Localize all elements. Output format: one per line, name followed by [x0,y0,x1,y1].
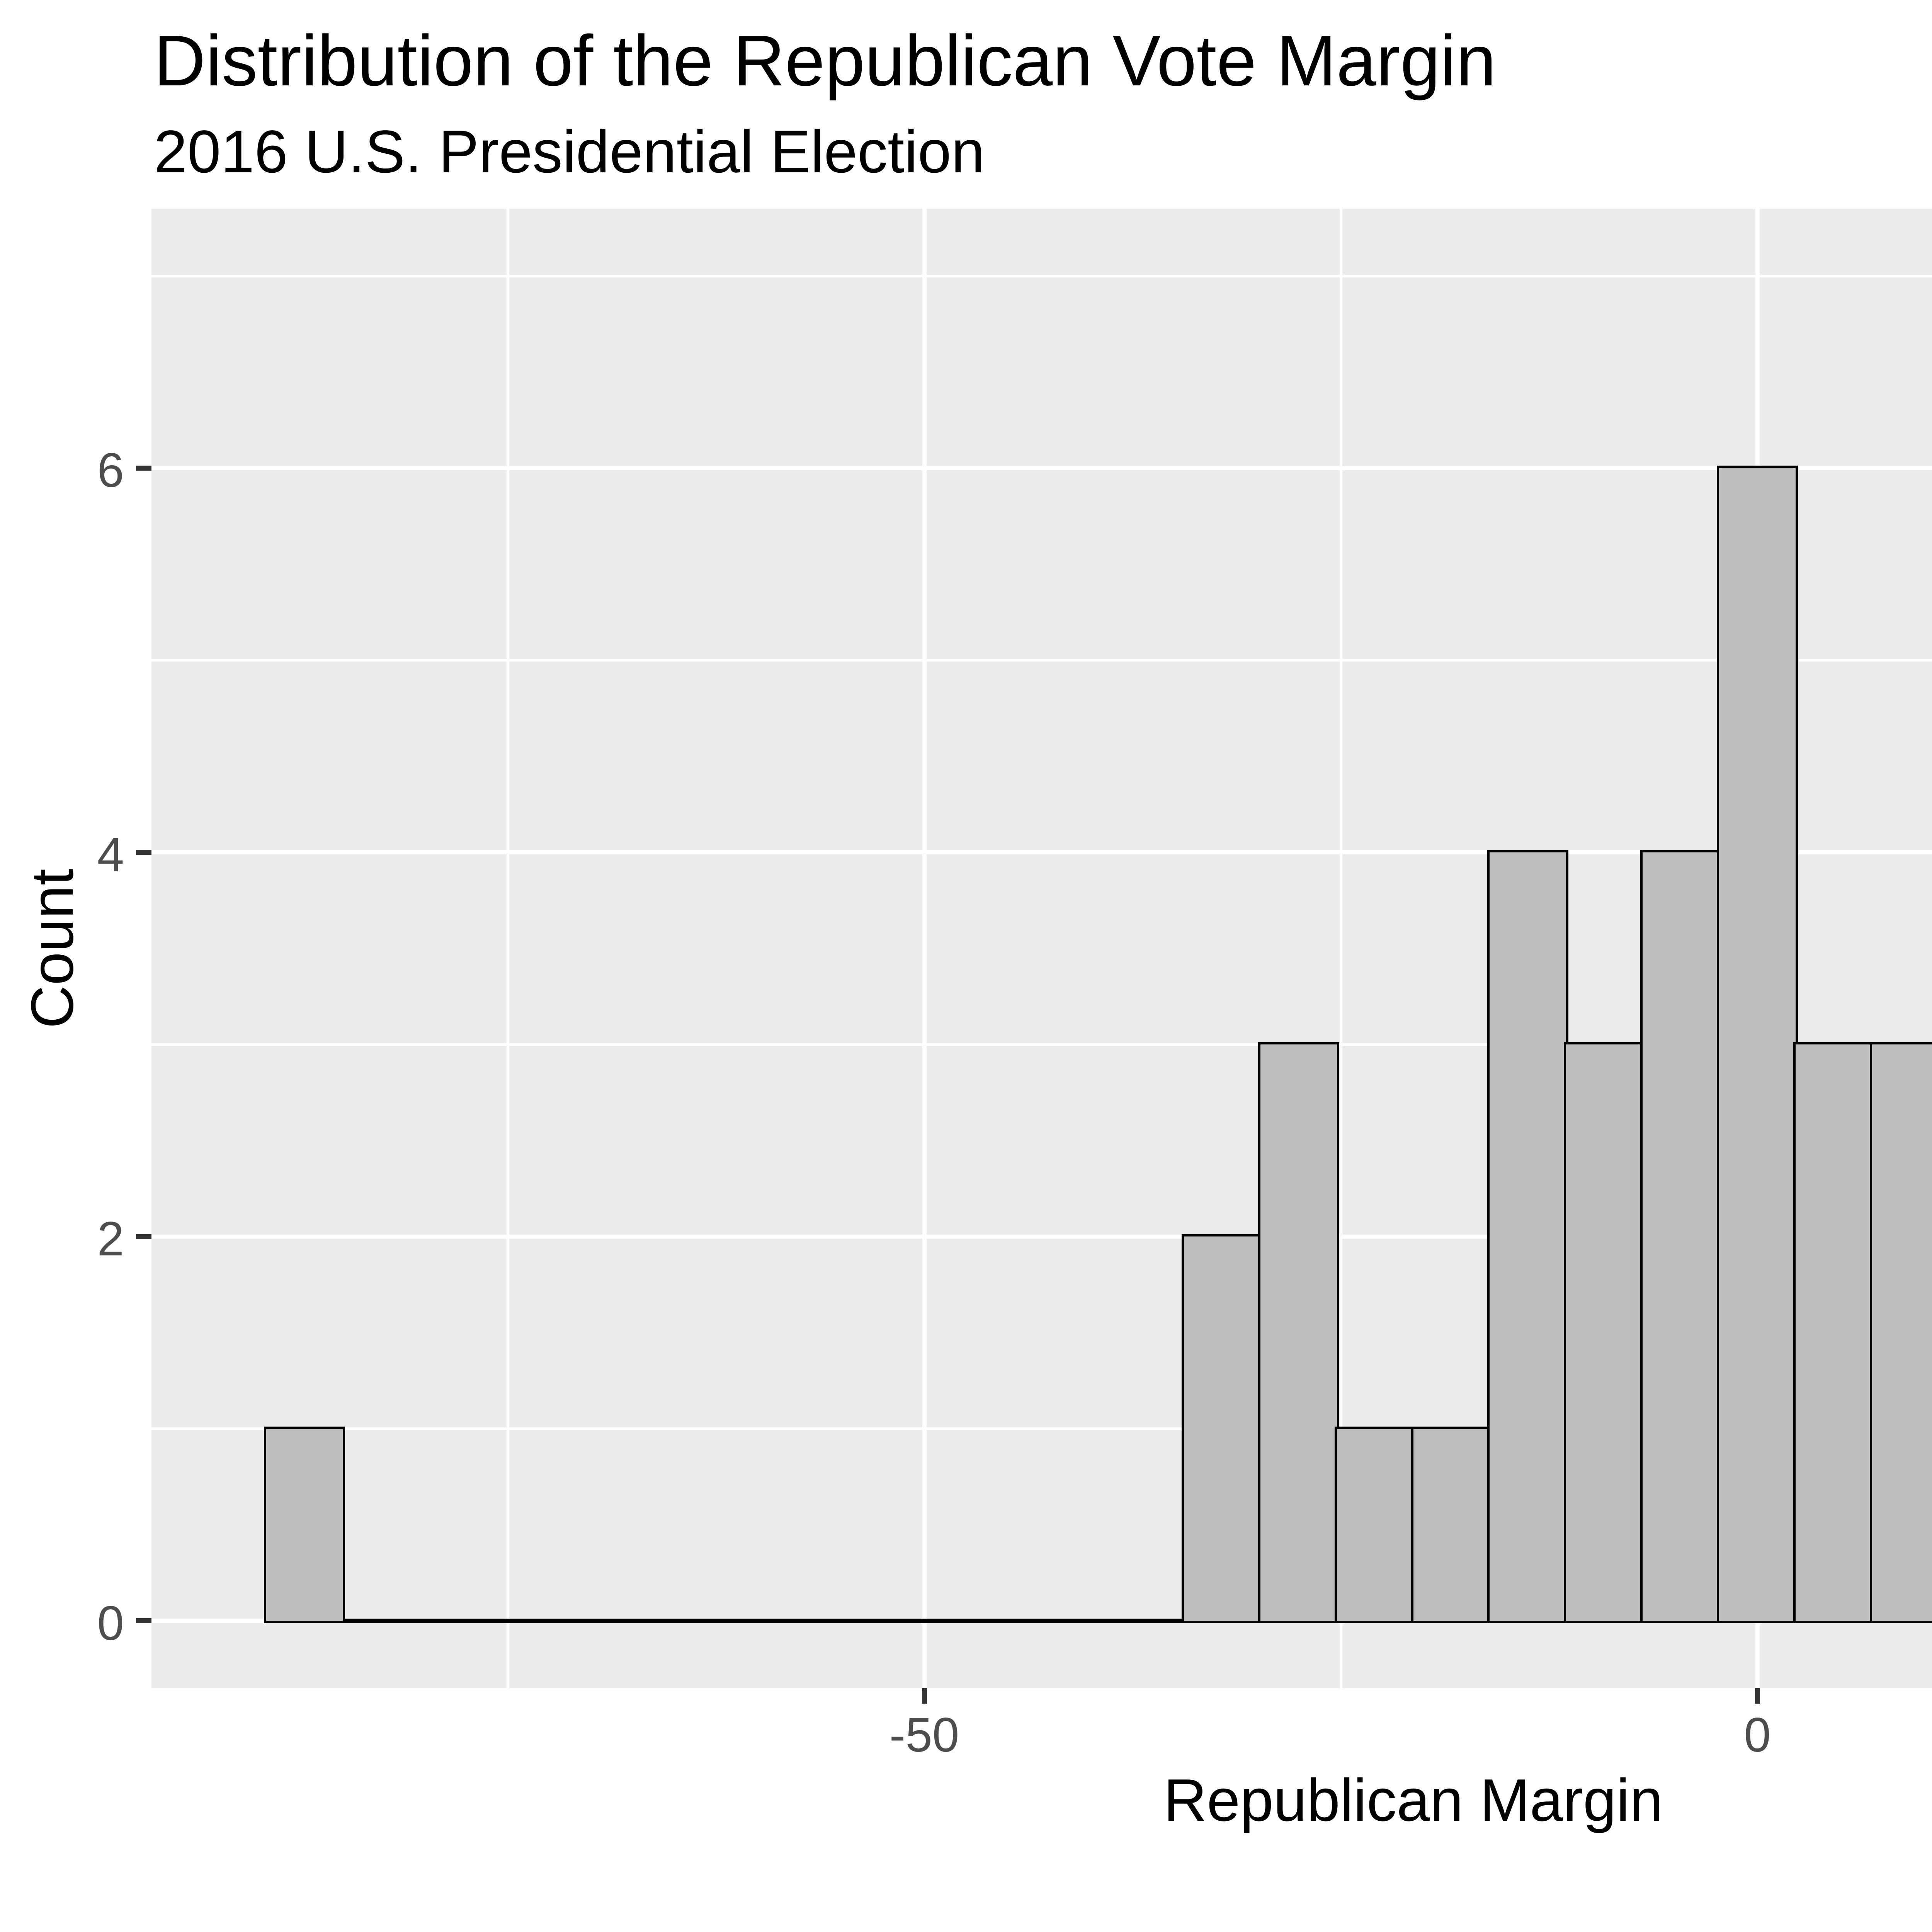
histogram-bar [1869,1042,1932,1623]
major-gridline-x--50 [922,209,927,1688]
x-tick-mark-0 [1755,1688,1760,1704]
major-gridline-y-2 [151,1234,1932,1239]
x-tick-mark--50 [922,1688,927,1704]
y-tick-mark-6 [136,465,151,471]
y-axis-title: Count [19,869,86,1029]
y-tick-mark-0 [136,1618,151,1624]
plot-subtitle: 2016 U.S. Presidential Election [154,118,985,185]
histogram-bar [1564,1042,1645,1623]
minor-gridline-x--25 [1339,209,1342,1688]
y-tick-label-0: 0 [97,1596,124,1650]
major-gridline-y-6 [151,466,1932,470]
y-tick-label-4: 4 [97,828,124,882]
minor-gridline-y-5 [151,659,1932,662]
plot-panel [151,209,1932,1688]
histogram-bar [1640,850,1722,1623]
y-tick-label-2: 2 [97,1212,124,1266]
histogram-bar [1717,466,1798,1623]
histogram-bar [264,1426,345,1623]
plot-title: Distribution of the Republican Vote Marg… [154,21,1496,101]
histogram-bar [1411,1426,1492,1623]
x-axis-title: Republican Margin [1163,1767,1663,1833]
histogram-bar [1487,850,1569,1623]
histogram-bar [1334,1426,1416,1623]
histogram-bar [1793,1042,1874,1623]
minor-gridline-y-1 [151,1427,1932,1430]
minor-gridline-y-7 [151,274,1932,277]
y-tick-mark-2 [136,1234,151,1239]
histogram-bar [1181,1234,1263,1623]
x-tick-label--50: -50 [889,1708,959,1762]
minor-gridline-y-3 [151,1043,1932,1046]
major-gridline-y-4 [151,850,1932,855]
x-tick-label-0: 0 [1744,1708,1771,1762]
y-tick-label-6: 6 [97,444,124,498]
minor-gridline-x--75 [506,209,509,1688]
histogram-bar [1258,1042,1339,1623]
y-tick-mark-4 [136,850,151,855]
